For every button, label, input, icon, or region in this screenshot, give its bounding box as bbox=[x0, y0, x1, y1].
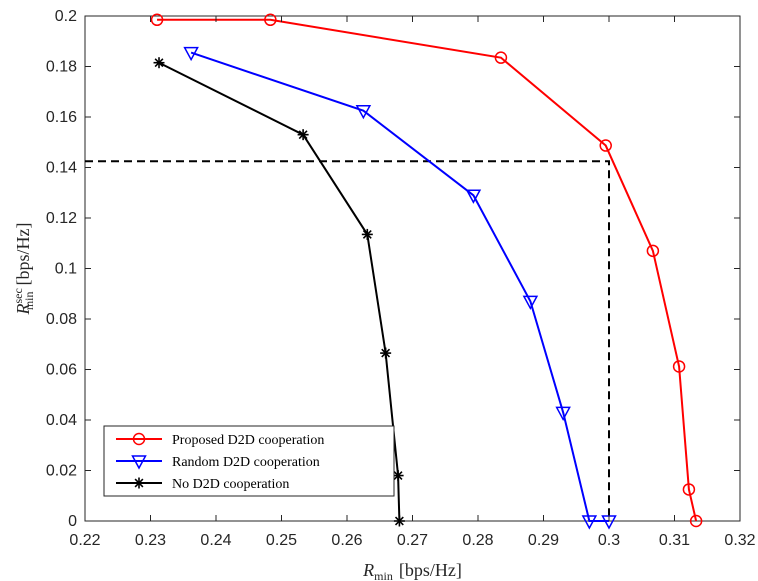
legend: Proposed D2D cooperation Random D2D coope… bbox=[103, 425, 395, 497]
x-tick-label: 0.32 bbox=[724, 532, 755, 549]
data-point-star bbox=[133, 477, 145, 489]
reference-dashed-line bbox=[85, 160, 610, 521]
reference-line-layer bbox=[85, 160, 610, 521]
y-tick-label: 0.1 bbox=[55, 261, 77, 278]
data-point-triangle bbox=[465, 189, 482, 204]
x-axis-label: Rmin [bps/Hz] bbox=[362, 560, 462, 581]
x-tick-label: 0.3 bbox=[598, 532, 620, 549]
legend-label: No D2D cooperation bbox=[172, 477, 289, 492]
star-stroke bbox=[134, 478, 144, 488]
data-point-circle bbox=[599, 139, 612, 152]
x-tick-label: 0.29 bbox=[528, 532, 559, 549]
y-tick-label: 0.06 bbox=[46, 362, 77, 379]
y-tick-label: 0.16 bbox=[46, 109, 77, 126]
star-stroke bbox=[381, 348, 391, 358]
star-stroke bbox=[394, 516, 404, 526]
legend-label: Proposed D2D cooperation bbox=[172, 433, 324, 448]
data-point-circle bbox=[646, 244, 660, 258]
star-stroke bbox=[362, 229, 372, 239]
x-tick-label: 0.25 bbox=[266, 532, 297, 549]
data-point-triangle bbox=[183, 46, 199, 62]
data-point-triangle bbox=[355, 104, 372, 120]
x-tick-label: 0.22 bbox=[69, 532, 100, 549]
x-tick-label: 0.26 bbox=[331, 532, 362, 549]
x-tick-label: 0.31 bbox=[659, 532, 690, 549]
x-tick-labels: 0.22 0.23 0.24 0.25 0.26 0.27 0.28 0.29 0.3 0.31 0… bbox=[69, 532, 755, 549]
data-point-circle bbox=[682, 483, 696, 496]
y-axis-label: Rsecmin[bps/Hz] bbox=[11, 223, 36, 316]
x-tick-label: 0.28 bbox=[462, 532, 493, 549]
data-point-circle bbox=[150, 13, 164, 27]
data-point-star bbox=[361, 228, 373, 240]
y-tick-label: 0.02 bbox=[46, 463, 77, 480]
data-point-circle bbox=[264, 13, 277, 27]
y-tick-label: 0.2 bbox=[55, 8, 77, 25]
data-point-star bbox=[393, 515, 405, 527]
data-point-triangle bbox=[581, 515, 598, 530]
y-tick-label: 0.14 bbox=[46, 160, 77, 177]
y-tick-label: 0.12 bbox=[46, 210, 77, 227]
data-point-circle bbox=[672, 360, 686, 373]
series-layer bbox=[150, 13, 703, 530]
data-point-circle bbox=[132, 432, 146, 446]
series-line bbox=[190, 51, 609, 522]
legend-label: Random D2D cooperation bbox=[172, 455, 320, 470]
data-point-star bbox=[153, 57, 165, 69]
data-point-triangle bbox=[522, 295, 539, 310]
x-tick-label: 0.27 bbox=[397, 532, 428, 549]
data-point-circle bbox=[494, 51, 508, 64]
data-point-star bbox=[297, 129, 309, 141]
x-tick-label: 0.23 bbox=[135, 532, 166, 549]
series bbox=[183, 46, 617, 530]
star-stroke bbox=[298, 130, 308, 140]
data-point-circle bbox=[689, 514, 703, 528]
y-tick-label: 0.08 bbox=[46, 311, 77, 328]
svg-text:Rsecmin[bps/Hz]: Rsecmin[bps/Hz] bbox=[11, 223, 36, 316]
x-tick-label: 0.24 bbox=[200, 532, 231, 549]
y-tick-label: 0.18 bbox=[46, 59, 77, 76]
y-tick-label: 0 bbox=[68, 513, 77, 530]
series-line bbox=[157, 18, 698, 522]
y-tick-labels: 0 0.02 0.04 0.06 0.08 0.1 0.12 0.14 0.16 0.18 0.2 bbox=[46, 8, 77, 530]
data-point-star bbox=[380, 347, 392, 359]
y-tick-label: 0.04 bbox=[46, 412, 77, 429]
data-point-triangle bbox=[131, 455, 147, 470]
data-point-triangle bbox=[555, 406, 571, 421]
tick-layer bbox=[84, 15, 741, 522]
star-stroke bbox=[393, 471, 403, 481]
series-line bbox=[158, 61, 401, 522]
star-stroke bbox=[154, 58, 164, 68]
series bbox=[150, 13, 703, 528]
